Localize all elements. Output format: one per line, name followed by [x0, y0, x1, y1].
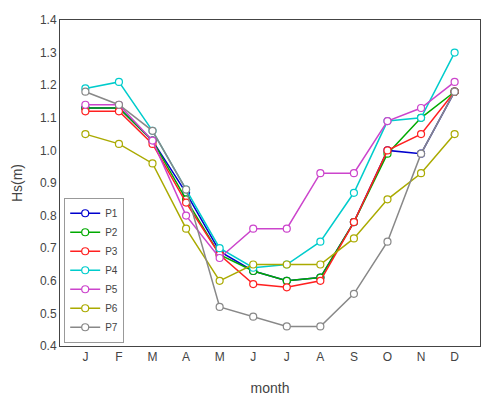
svg-text:P4: P4	[105, 265, 118, 276]
svg-text:A: A	[316, 350, 324, 364]
svg-text:J: J	[250, 350, 256, 364]
svg-text:0.6: 0.6	[40, 274, 57, 288]
svg-text:0.7: 0.7	[40, 241, 57, 255]
svg-text:1.1: 1.1	[40, 111, 57, 125]
svg-text:P3: P3	[105, 246, 118, 257]
svg-text:P1: P1	[105, 208, 118, 219]
svg-text:0.8: 0.8	[40, 209, 57, 223]
svg-text:1.0: 1.0	[40, 144, 57, 158]
svg-text:F: F	[115, 350, 122, 364]
svg-text:S: S	[350, 350, 358, 364]
svg-text:P5: P5	[105, 284, 118, 295]
svg-text:A: A	[182, 350, 190, 364]
svg-text:P2: P2	[105, 227, 118, 238]
svg-text:N: N	[417, 350, 426, 364]
svg-text:0.5: 0.5	[40, 307, 57, 321]
svg-text:M: M	[148, 350, 158, 364]
svg-text:0.9: 0.9	[40, 176, 57, 190]
svg-text:P6: P6	[105, 303, 118, 314]
svg-text:Hs(m): Hs(m)	[9, 164, 25, 202]
svg-text:0.4: 0.4	[40, 339, 57, 353]
svg-text:O: O	[383, 350, 392, 364]
svg-text:1.2: 1.2	[40, 78, 57, 92]
svg-text:month: month	[251, 380, 290, 396]
svg-text:P7: P7	[105, 322, 118, 333]
svg-text:J: J	[284, 350, 290, 364]
svg-text:D: D	[450, 350, 459, 364]
svg-text:1.4: 1.4	[40, 13, 57, 27]
svg-text:M: M	[215, 350, 225, 364]
svg-text:1.3: 1.3	[40, 46, 57, 60]
svg-text:J: J	[82, 350, 88, 364]
